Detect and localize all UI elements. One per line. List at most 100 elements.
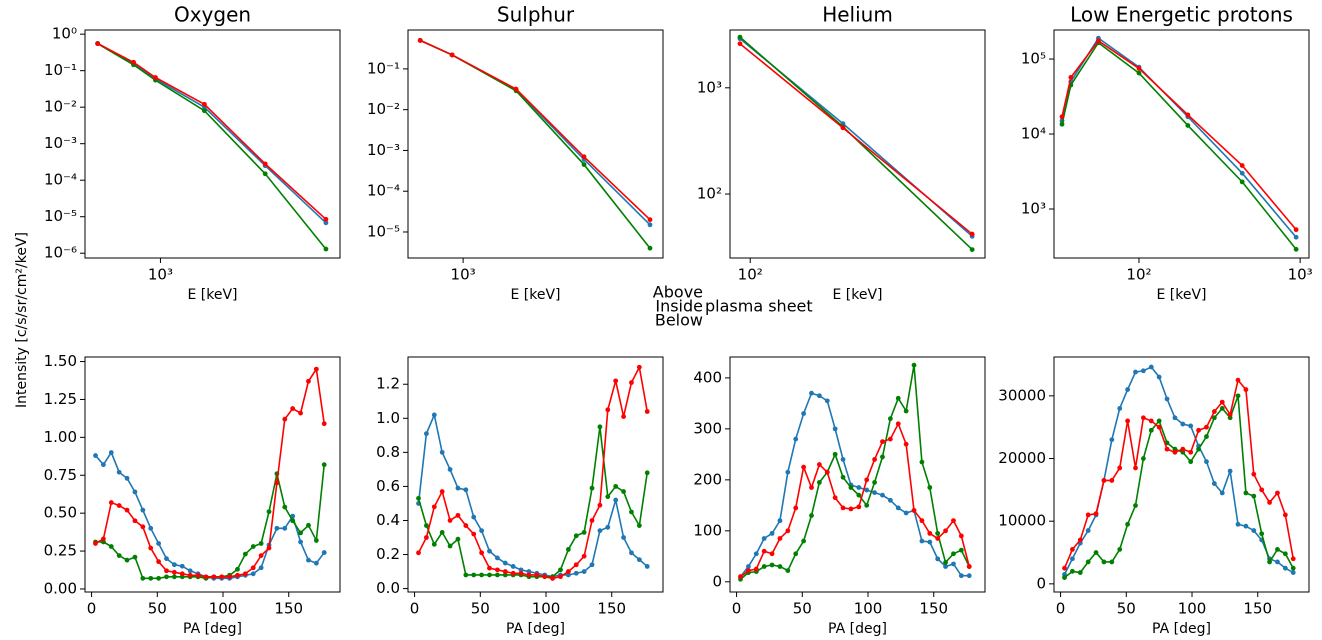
data-point — [1109, 478, 1115, 483]
data-point — [1140, 368, 1146, 374]
data-point — [1219, 399, 1225, 405]
data-point — [1293, 246, 1299, 252]
data-point — [323, 246, 329, 252]
data-point — [116, 503, 122, 508]
y-tick-label: 0.8 — [376, 443, 400, 461]
data-point — [777, 564, 783, 569]
data-point — [1125, 418, 1131, 424]
data-point — [887, 497, 893, 503]
data-point — [449, 52, 455, 58]
y-tick-label: 10⁻³ — [367, 141, 400, 159]
data-point — [573, 533, 579, 539]
data-point — [621, 414, 626, 420]
data-point — [1117, 405, 1123, 411]
data-point — [131, 59, 136, 65]
data-point — [1251, 493, 1257, 499]
x-tick-label: 100 — [209, 600, 238, 618]
data-point — [108, 544, 114, 549]
data-point — [801, 538, 807, 544]
data-point — [424, 431, 429, 437]
data-point — [647, 245, 653, 251]
data-point — [1235, 393, 1241, 399]
plot-frame — [84, 29, 341, 259]
data-point — [777, 536, 783, 541]
data-point — [832, 495, 838, 501]
data-point — [1156, 424, 1162, 430]
data-point — [321, 550, 327, 555]
data-point — [1136, 70, 1142, 76]
data-point — [1185, 123, 1191, 128]
data-point — [958, 573, 964, 579]
data-point — [644, 564, 650, 569]
y-tick-label: 0.0 — [376, 579, 400, 597]
data-point — [494, 555, 500, 561]
data-point — [455, 536, 461, 542]
data-point — [801, 411, 807, 416]
data-point — [621, 535, 626, 540]
y-axis-label: Intensity [c/s/sr/cm²/keV] — [14, 232, 30, 408]
data-point — [424, 535, 429, 540]
legend-text: plasma sheet — [705, 297, 813, 316]
data-point — [558, 567, 563, 573]
x-tick-label: 10² — [1126, 266, 1151, 284]
data-point — [1059, 121, 1065, 127]
data-point — [856, 485, 862, 490]
data-point — [1251, 471, 1257, 477]
data-point — [1068, 74, 1074, 80]
y-tick-label: 1.2 — [376, 375, 400, 393]
data-point — [171, 574, 177, 580]
data-point — [895, 505, 901, 511]
y-tick-label: 10⁻² — [367, 100, 400, 118]
y-tick-label: 0.6 — [376, 477, 400, 495]
data-point — [1093, 511, 1099, 517]
data-point — [479, 528, 485, 534]
data-point — [487, 565, 492, 571]
series-line — [739, 43, 973, 235]
data-point — [903, 441, 909, 447]
data-point — [306, 557, 311, 563]
data-point — [565, 572, 571, 578]
data-point — [1275, 559, 1280, 565]
data-point — [455, 485, 461, 491]
x-tick-label: 50 — [471, 600, 490, 618]
data-point — [1085, 528, 1091, 533]
series-line — [417, 426, 649, 578]
data-point — [872, 457, 877, 462]
data-point — [895, 395, 901, 401]
data-point — [605, 407, 611, 413]
data-point — [323, 216, 329, 222]
series-line — [739, 36, 973, 251]
data-point — [880, 454, 885, 460]
data-point — [116, 469, 122, 475]
data-point — [140, 575, 146, 581]
data-point — [282, 416, 288, 422]
data-point — [919, 459, 925, 465]
data-point — [753, 566, 759, 572]
data-point — [93, 541, 98, 546]
data-point — [447, 466, 453, 472]
data-point — [565, 569, 571, 574]
y-tick-label: 10⁻² — [44, 98, 77, 116]
data-point — [1101, 478, 1107, 483]
data-point — [1148, 364, 1154, 370]
data-point — [156, 559, 162, 565]
data-point — [439, 449, 445, 455]
data-point — [195, 572, 201, 578]
data-point — [258, 553, 264, 559]
series-line — [97, 42, 327, 250]
data-point — [1180, 421, 1186, 427]
y-tick-label: 10⁻⁵ — [367, 222, 400, 240]
data-point — [439, 489, 445, 494]
x-axis-label: E [keV] — [1156, 287, 1206, 303]
data-point — [864, 502, 870, 508]
data-point — [274, 525, 280, 531]
plot-frame — [729, 356, 986, 593]
data-point — [887, 436, 893, 442]
data-point — [306, 378, 311, 384]
x-tick-label: 0 — [1056, 600, 1066, 618]
data-point — [124, 475, 130, 481]
x-axis-label: PA [deg] — [506, 621, 565, 637]
data-point — [274, 480, 280, 486]
data-point — [431, 412, 437, 418]
data-point — [785, 469, 791, 475]
